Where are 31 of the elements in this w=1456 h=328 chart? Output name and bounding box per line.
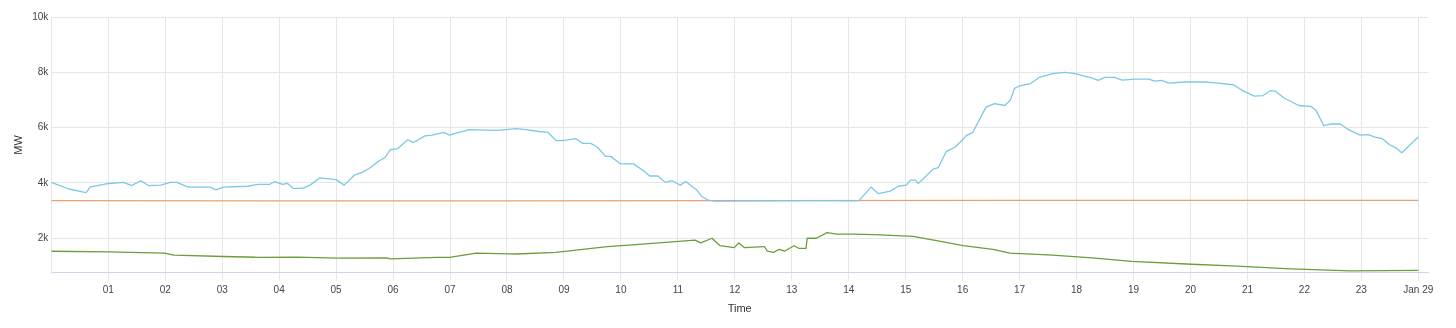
x-tick-label: 15 bbox=[900, 283, 912, 295]
x-tick-label: 17 bbox=[1014, 283, 1026, 295]
x-tick-label: 23 bbox=[1355, 283, 1368, 295]
x-tick-label: 07 bbox=[444, 283, 457, 295]
y-tick-label: 8k bbox=[37, 66, 50, 78]
x-tick-label: 02 bbox=[159, 283, 172, 295]
x-tick-label: 22 bbox=[1298, 283, 1311, 295]
y-tick-label: 6k bbox=[37, 121, 50, 133]
x-tick-label: Jan 29 bbox=[1403, 283, 1434, 295]
x-tick-label: 01 bbox=[102, 283, 115, 295]
x-tick-label: 18 bbox=[1071, 283, 1083, 295]
x-tick-label: 04 bbox=[273, 283, 286, 295]
y-tick-label: 2k bbox=[37, 231, 50, 243]
x-tick-label: 12 bbox=[729, 283, 741, 295]
x-tick-label: 05 bbox=[330, 283, 343, 295]
x-tick-label: 06 bbox=[387, 283, 400, 295]
x-tick-label: 11 bbox=[672, 283, 684, 295]
y-tick-label: 4k bbox=[37, 176, 50, 188]
x-tick-label: 14 bbox=[843, 283, 855, 295]
x-axis-title: Time bbox=[727, 302, 752, 315]
y-axis-title: MW bbox=[11, 134, 24, 155]
x-tick-label: 10 bbox=[615, 283, 627, 295]
x-tick-label: 16 bbox=[957, 283, 969, 295]
x-tick-label: 13 bbox=[786, 283, 798, 295]
x-tick-label: 20 bbox=[1184, 283, 1197, 295]
x-tick-label: 09 bbox=[558, 283, 570, 295]
x-tick-label: 21 bbox=[1241, 283, 1254, 295]
x-tick-label: 19 bbox=[1127, 283, 1140, 295]
x-tick-label: 08 bbox=[501, 283, 513, 295]
x-tick-label: 03 bbox=[216, 283, 229, 295]
y-tick-label: 10k bbox=[32, 10, 50, 22]
